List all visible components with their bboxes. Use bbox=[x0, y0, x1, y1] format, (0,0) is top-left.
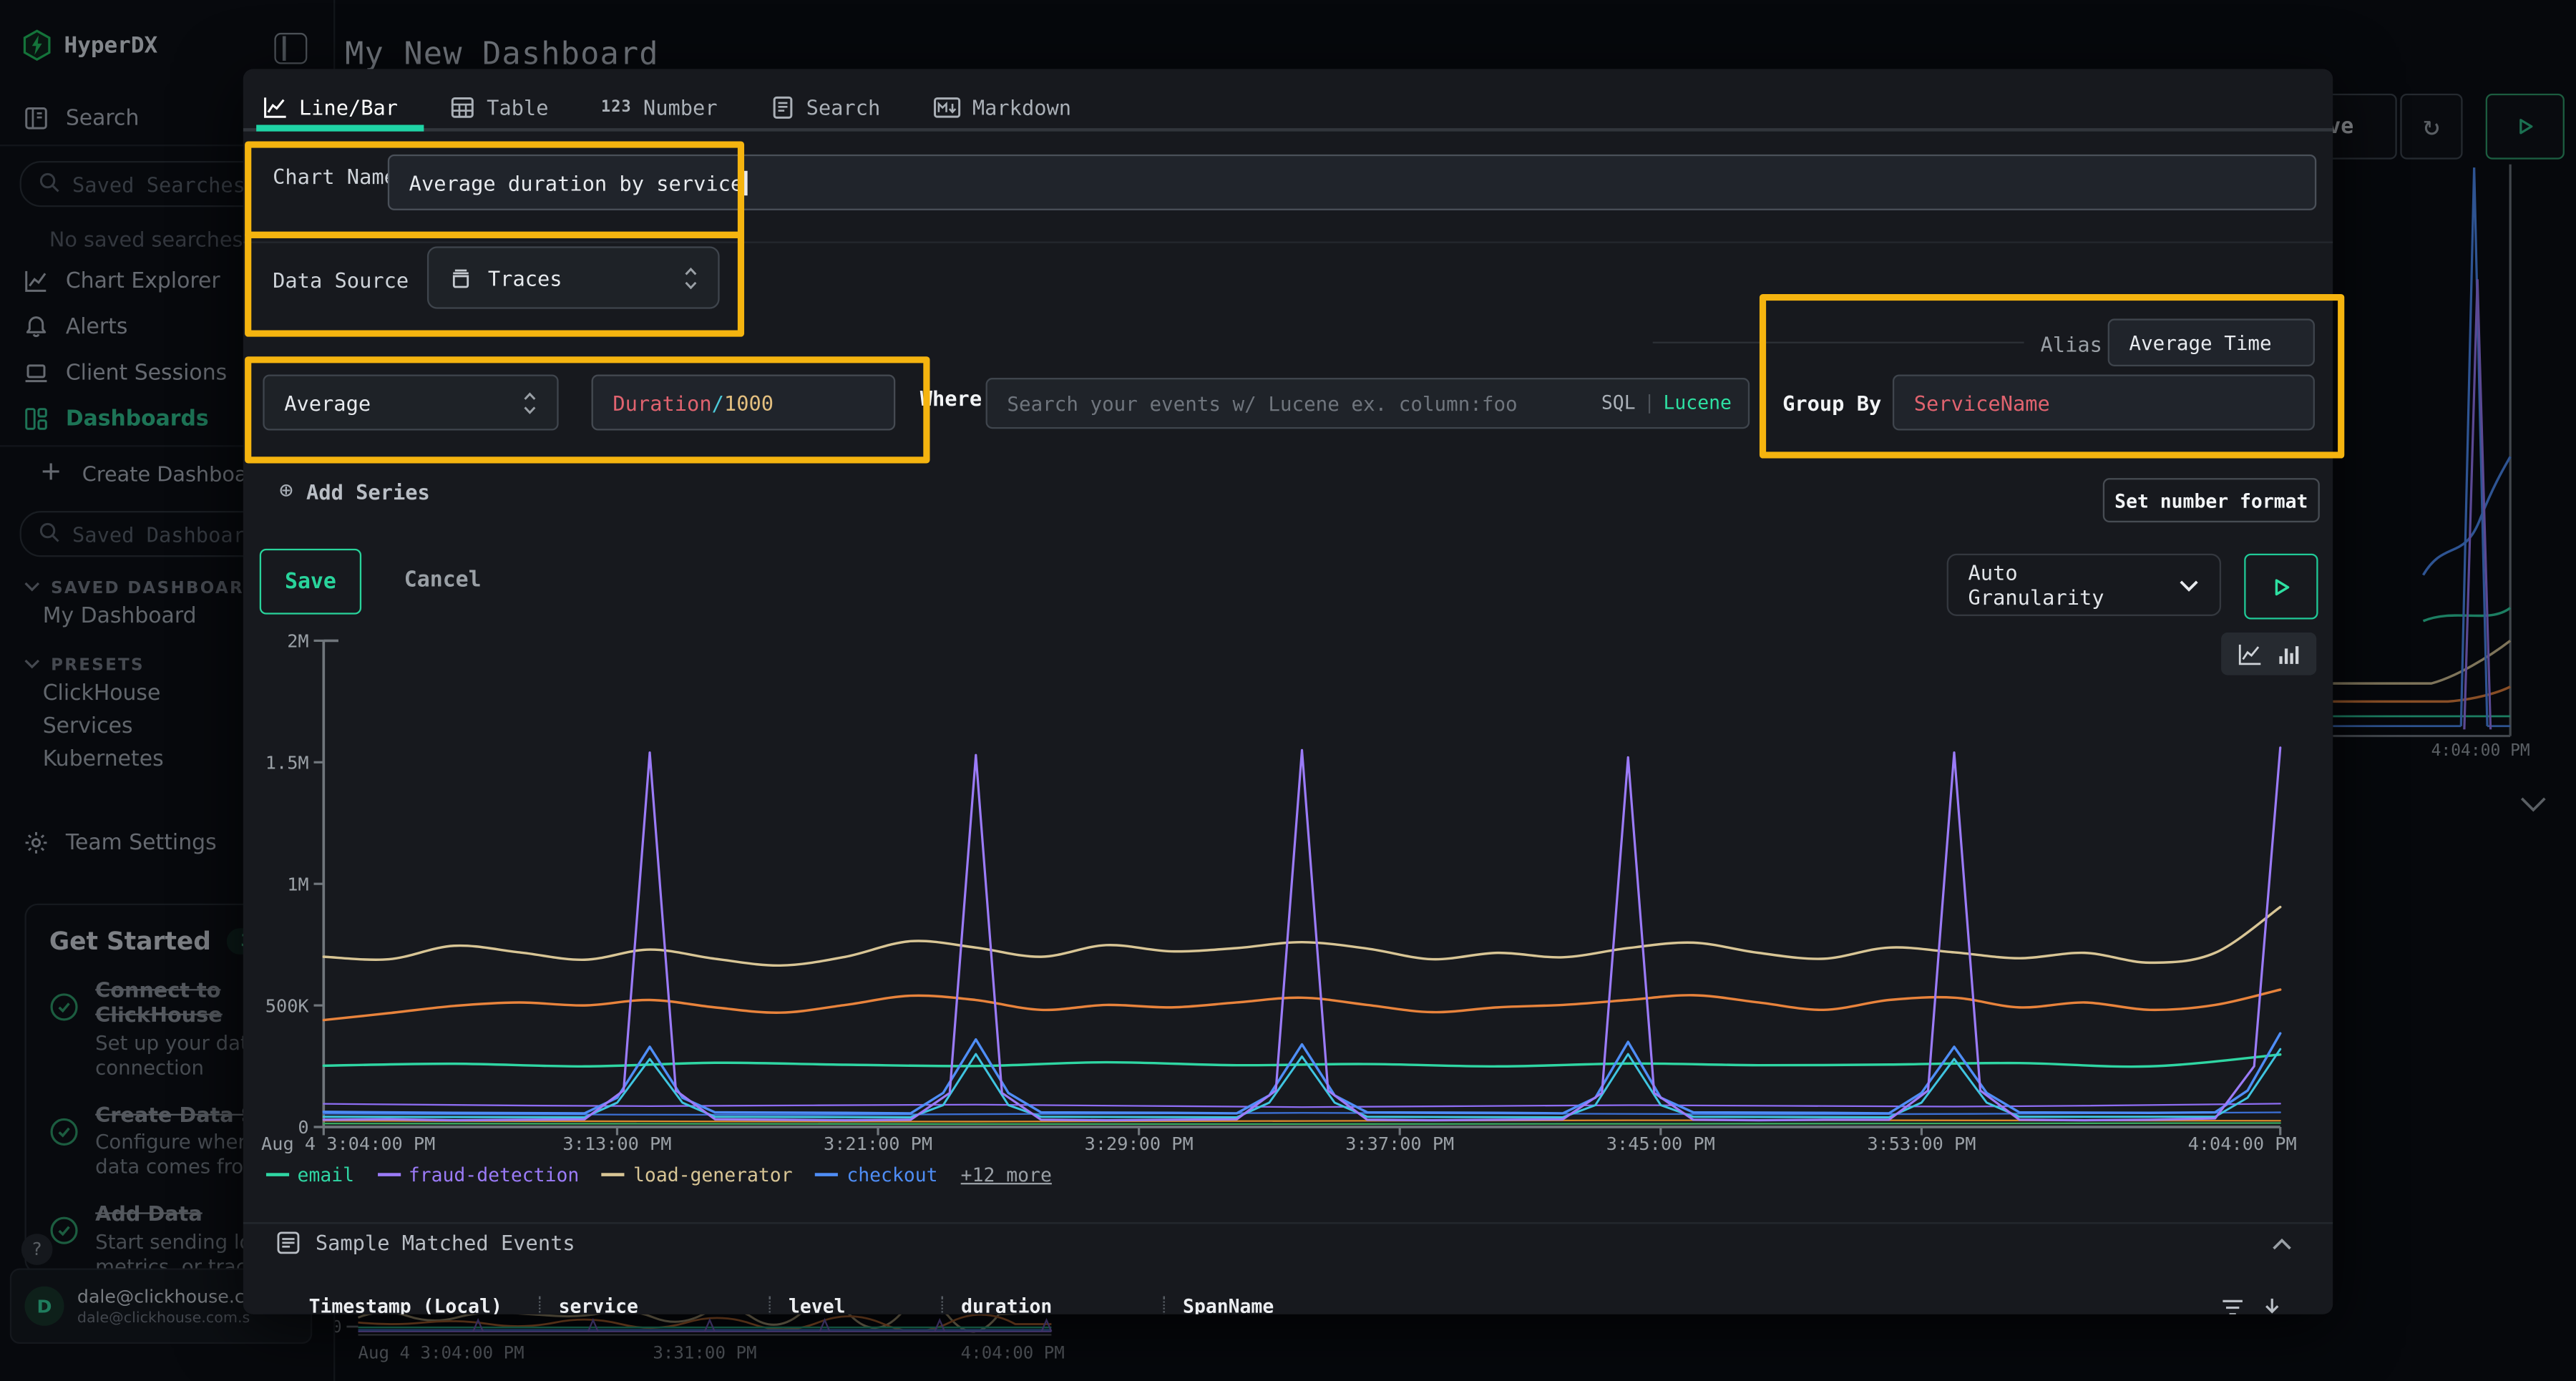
column-header-level[interactable]: level bbox=[789, 1294, 845, 1314]
screenshot-root: My New Dashboard Save ↻ 4:04:00 PM bbox=[0, 0, 2576, 1381]
set-number-format-label: Set number format bbox=[2114, 489, 2308, 512]
tabs-divider bbox=[243, 128, 2333, 130]
x-tick-label: 3:45:00 PM bbox=[1606, 1133, 1715, 1154]
play-icon bbox=[2269, 574, 2293, 598]
legend-swatch bbox=[266, 1173, 289, 1176]
tline-icon bbox=[263, 94, 287, 119]
divider bbox=[243, 1222, 2333, 1224]
download-icon[interactable] bbox=[2260, 1296, 2283, 1314]
lucene-mode-toggle[interactable]: Lucene bbox=[1664, 391, 1732, 414]
timeseries-chart: 0500K1M1.5M2MAug 4 3:04:00 PM3:13:00 PM3… bbox=[243, 628, 2316, 1156]
legend-item-checkout[interactable]: checkout bbox=[816, 1163, 938, 1186]
annotation-aggregation bbox=[245, 356, 930, 463]
run-query-button[interactable] bbox=[2244, 554, 2318, 620]
legend-item-email[interactable]: email bbox=[266, 1163, 354, 1186]
save-button[interactable]: Save bbox=[260, 549, 361, 615]
where-placeholder: Search your events w/ Lucene ex. column:… bbox=[1007, 392, 1517, 415]
column-header-service[interactable]: service bbox=[559, 1294, 638, 1314]
column-separator bbox=[539, 1296, 540, 1314]
annotation-data-source bbox=[245, 232, 744, 337]
legend-swatch bbox=[602, 1173, 625, 1176]
x-tick-label: 3:37:00 PM bbox=[1345, 1133, 1454, 1154]
column-header-timestamp-local[interactable]: Timestamp (Local) bbox=[309, 1294, 502, 1314]
where-input[interactable]: Search your events w/ Lucene ex. column:… bbox=[986, 378, 1750, 429]
legend-swatch bbox=[816, 1173, 839, 1176]
tab-table[interactable]: Table bbox=[451, 85, 549, 128]
x-tick-label: 3:21:00 PM bbox=[824, 1133, 932, 1154]
text-caret bbox=[745, 170, 747, 195]
legend-item-fraud-detection[interactable]: fraud-detection bbox=[377, 1163, 579, 1186]
set-number-format-button[interactable]: Set number format bbox=[2103, 478, 2320, 522]
sample-matched-events-label: Sample Matched Events bbox=[316, 1231, 575, 1255]
series-series-orange-flat bbox=[323, 1121, 2280, 1122]
y-tick-label: 2M bbox=[287, 631, 308, 652]
series-series-blue-flat bbox=[323, 1113, 2280, 1115]
x-tick-label: 4:04:00 PM bbox=[2188, 1133, 2297, 1154]
sql-mode-toggle[interactable]: SQL bbox=[1601, 391, 1636, 414]
column-separator bbox=[1163, 1296, 1165, 1314]
y-tick-label: 500K bbox=[265, 995, 310, 1016]
legend-swatch bbox=[377, 1173, 400, 1176]
column-header-spanname[interactable]: SpanName bbox=[1183, 1294, 1274, 1314]
annotation-group-by bbox=[1760, 294, 2344, 459]
tab-number[interactable]: 123Number bbox=[601, 85, 718, 128]
save-label: Save bbox=[285, 570, 336, 594]
chevron-down-icon bbox=[2179, 577, 2200, 592]
legend-item-load-generator[interactable]: load-generator bbox=[602, 1163, 792, 1186]
y-tick-label: 1M bbox=[287, 874, 308, 894]
tab-line-bar[interactable]: Line/Bar bbox=[263, 85, 398, 128]
cancel-label: Cancel bbox=[404, 567, 482, 592]
legend-more-link[interactable]: +12 more bbox=[961, 1163, 1052, 1186]
active-tab-underline bbox=[256, 125, 424, 130]
annotation-chart-name bbox=[245, 141, 744, 238]
y-tick-label: 1.5M bbox=[265, 752, 309, 773]
column-separator bbox=[769, 1296, 770, 1314]
x-tick-label: Aug 4 3:04:00 PM bbox=[261, 1133, 435, 1154]
list-icon bbox=[276, 1231, 301, 1255]
t123-icon: 123 bbox=[601, 98, 632, 116]
add-series-button[interactable]: ⊕ Add Series bbox=[279, 478, 430, 504]
x-tick-label: 3:29:00 PM bbox=[1085, 1133, 1194, 1154]
series-load-generator bbox=[323, 907, 2280, 966]
add-series-label: Add Series bbox=[306, 479, 430, 503]
tab-search[interactable]: Search bbox=[770, 85, 880, 128]
column-header-duration[interactable]: duration bbox=[961, 1294, 1052, 1314]
filter-icon[interactable] bbox=[2220, 1296, 2246, 1314]
sample-matched-events-header[interactable]: Sample Matched Events bbox=[276, 1231, 575, 1255]
collapse-section-icon[interactable] bbox=[2269, 1236, 2296, 1254]
granularity-value: Auto Granularity bbox=[1968, 560, 2162, 610]
ttable-icon bbox=[451, 94, 475, 119]
chart-legend: email fraud-detection load-generator checko… bbox=[266, 1163, 1052, 1186]
series-series-violet-flat bbox=[323, 1103, 2280, 1107]
column-separator bbox=[942, 1296, 943, 1314]
granularity-select[interactable]: Auto Granularity bbox=[1947, 554, 2221, 616]
tab-markdown[interactable]: Markdown bbox=[933, 85, 1071, 128]
mode-separator: | bbox=[1636, 391, 1664, 414]
circle-plus-icon: ⊕ bbox=[279, 478, 293, 504]
series-series-orange bbox=[323, 990, 2280, 1020]
x-tick-label: 3:13:00 PM bbox=[562, 1133, 671, 1154]
x-tick-label: 3:53:00 PM bbox=[1867, 1133, 1976, 1154]
tdoc-icon bbox=[770, 94, 794, 119]
cancel-button[interactable]: Cancel bbox=[384, 549, 501, 611]
chart-axes bbox=[323, 640, 2280, 1127]
tmd-icon bbox=[933, 96, 961, 117]
